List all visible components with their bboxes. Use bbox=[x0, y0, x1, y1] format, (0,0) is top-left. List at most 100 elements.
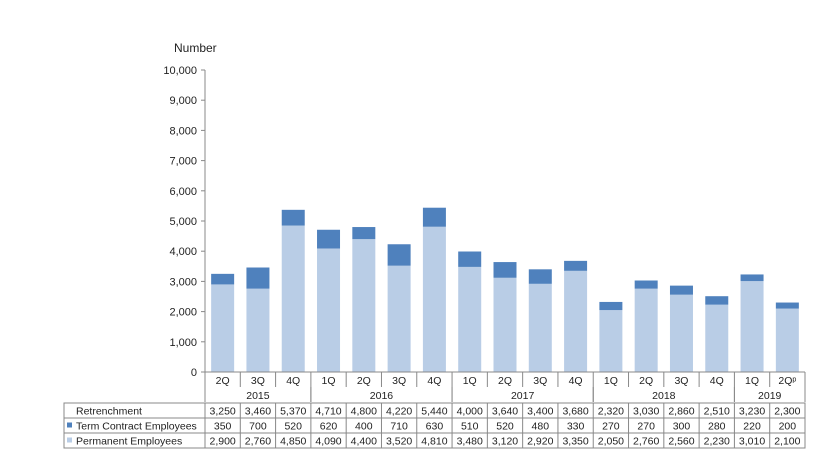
bar-permanent bbox=[281, 225, 305, 372]
y-tick-label: 4,000 bbox=[169, 246, 197, 258]
data-table-cell: 2,320 bbox=[598, 406, 624, 418]
data-table-cell: 4,800 bbox=[351, 406, 377, 418]
bars bbox=[211, 207, 799, 372]
data-table-cell: 4,710 bbox=[315, 406, 341, 418]
y-tick-label: 9,000 bbox=[169, 95, 197, 107]
bar-term-contract bbox=[493, 262, 517, 278]
x-category-label: 3Q bbox=[533, 375, 547, 387]
x-category-label: 3Q bbox=[392, 375, 406, 387]
y-tick-label: 1,000 bbox=[169, 337, 197, 349]
data-table-cell: 2,860 bbox=[668, 406, 694, 418]
y-tick-label: 6,000 bbox=[169, 186, 197, 198]
y-tick-label: 10,000 bbox=[163, 65, 197, 77]
data-table-cell: 3,520 bbox=[386, 436, 412, 448]
data-table-cell: 2,100 bbox=[774, 436, 800, 448]
data-table-cell: 2,300 bbox=[774, 406, 800, 418]
x-year-label: 2019 bbox=[758, 390, 782, 402]
y-tick-label: 8,000 bbox=[169, 125, 197, 137]
data-table-cell: 3,250 bbox=[210, 406, 236, 418]
data-table-cell: 2,760 bbox=[633, 436, 659, 448]
data-table-cell: 3,680 bbox=[562, 406, 588, 418]
data-table-cell: 3,460 bbox=[245, 406, 271, 418]
bar-term-contract bbox=[387, 244, 411, 266]
data-table-cell: 4,810 bbox=[421, 436, 447, 448]
x-category-label: 2Q bbox=[216, 375, 230, 387]
data-table-cell: 280 bbox=[708, 421, 726, 433]
data-table-cell: 300 bbox=[673, 421, 691, 433]
bar-permanent bbox=[317, 248, 341, 372]
x-category-label: 4Q bbox=[427, 375, 441, 387]
data-table-cell: 2,050 bbox=[598, 436, 624, 448]
data-table-cell: 3,030 bbox=[633, 406, 659, 418]
data-table-cell: 2,560 bbox=[668, 436, 694, 448]
bar-permanent bbox=[564, 270, 588, 372]
bar-term-contract bbox=[775, 302, 799, 309]
bar-permanent bbox=[422, 226, 446, 372]
x-category-label: 4Q bbox=[710, 375, 724, 387]
data-table-cell: 630 bbox=[426, 421, 444, 433]
y-axis: 10,000 9,000 8,000 7,000 6,000 5,000 4,000 3,00… bbox=[163, 65, 206, 379]
bar-term-contract bbox=[422, 207, 446, 227]
x-category-label: 1Q bbox=[745, 375, 759, 387]
bar-term-contract bbox=[352, 227, 376, 240]
bar-permanent bbox=[387, 265, 411, 372]
data-table-cell: 5,370 bbox=[280, 406, 306, 418]
data-table-cell: 510 bbox=[461, 421, 479, 433]
data-table-cell: 2,920 bbox=[527, 436, 553, 448]
data-table-cell: 710 bbox=[390, 421, 408, 433]
y-tick-label: 0 bbox=[191, 367, 197, 379]
x-year-label: 2017 bbox=[511, 390, 535, 402]
data-table-cell: 520 bbox=[496, 421, 514, 433]
bar-permanent bbox=[740, 281, 764, 372]
bar-term-contract bbox=[211, 273, 235, 285]
legend-swatch bbox=[67, 437, 72, 443]
data-table-cell: 3,010 bbox=[739, 436, 765, 448]
data-table-cell: 400 bbox=[355, 421, 373, 433]
data-table-cell: 5,440 bbox=[421, 406, 447, 418]
data-table-cell: 270 bbox=[602, 421, 620, 433]
x-category-label: 4Q bbox=[286, 375, 300, 387]
data-table-cell: 2,230 bbox=[704, 436, 730, 448]
bar-permanent bbox=[528, 283, 552, 372]
data-table-cell: 350 bbox=[214, 421, 232, 433]
x-year-label: 2015 bbox=[246, 390, 270, 402]
data-table-cell: 4,000 bbox=[457, 406, 483, 418]
bar-permanent bbox=[352, 239, 376, 372]
bar-term-contract bbox=[669, 285, 693, 295]
x-category-label: 3Q bbox=[674, 375, 688, 387]
data-table-cell: 4,850 bbox=[280, 436, 306, 448]
x-category-label: 2Q bbox=[498, 375, 512, 387]
legend-swatch bbox=[67, 422, 72, 428]
bar-term-contract bbox=[740, 274, 764, 282]
data-table-cell: 480 bbox=[532, 421, 550, 433]
bar-permanent bbox=[211, 284, 235, 372]
data-table-cell: 3,400 bbox=[527, 406, 553, 418]
bar-permanent bbox=[458, 266, 482, 372]
bar-permanent bbox=[669, 294, 693, 372]
data-table-cell: 3,640 bbox=[492, 406, 518, 418]
data-table-row-label: Retrenchment bbox=[76, 406, 142, 418]
data-table-cell: 3,120 bbox=[492, 436, 518, 448]
data-table-cell: 4,220 bbox=[386, 406, 412, 418]
data-table: Retrenchment 3,250 3,460 5,370 4,710 4,800 4,2… bbox=[63, 402, 806, 449]
data-table-cell: 4,090 bbox=[315, 436, 341, 448]
x-category-label: 2Q bbox=[639, 375, 653, 387]
bar-term-contract bbox=[281, 209, 305, 226]
bar-permanent bbox=[246, 288, 270, 372]
bar-permanent bbox=[705, 304, 729, 372]
data-table-cell: 2,900 bbox=[210, 436, 236, 448]
bar-term-contract bbox=[458, 251, 482, 267]
data-table-cell: 330 bbox=[567, 421, 585, 433]
x-category-label: 1Q bbox=[604, 375, 618, 387]
data-table-cell: 3,230 bbox=[739, 406, 765, 418]
x-axis: 2Q 3Q 4Q 1Q 2Q 3Q 4Q 1Q 2Q 3Q 4Q 1Q 2Q 3Q 4Q 1Q 2Qᵖ 2015 2… bbox=[204, 371, 806, 402]
data-table-cell: 620 bbox=[320, 421, 338, 433]
bar-term-contract bbox=[634, 280, 658, 289]
bar-term-contract bbox=[599, 301, 623, 311]
data-table-cell: 270 bbox=[637, 421, 655, 433]
bar-term-contract bbox=[317, 229, 341, 249]
data-table-cell: 200 bbox=[779, 421, 797, 433]
data-table-row-label: Term Contract Employees bbox=[76, 421, 197, 433]
data-table-row-label: Permanent Employees bbox=[76, 436, 182, 448]
